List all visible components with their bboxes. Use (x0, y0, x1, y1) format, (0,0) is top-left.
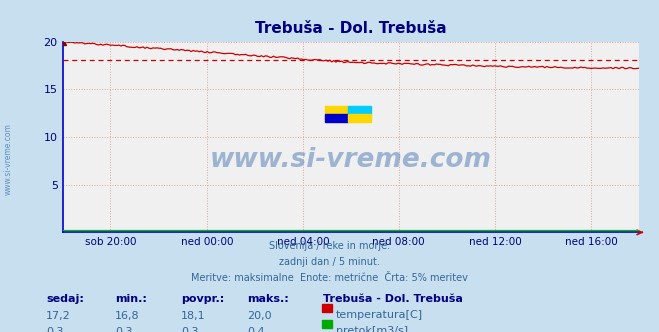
Text: 20,0: 20,0 (247, 311, 272, 321)
Text: povpr.:: povpr.: (181, 294, 225, 304)
Text: 16,8: 16,8 (115, 311, 140, 321)
Bar (325, 114, 348, 122)
Text: 0,3: 0,3 (181, 327, 199, 332)
Text: www.si-vreme.com: www.si-vreme.com (4, 124, 13, 195)
Text: Slovenija / reke in morje.: Slovenija / reke in morje. (269, 241, 390, 251)
Text: Trebuša - Dol. Trebuša: Trebuša - Dol. Trebuša (323, 294, 463, 304)
Bar (325, 106, 348, 114)
Title: Trebuša - Dol. Trebuša: Trebuša - Dol. Trebuša (255, 21, 447, 36)
Text: www.si-vreme.com: www.si-vreme.com (210, 147, 492, 173)
Text: maks.:: maks.: (247, 294, 289, 304)
Text: sedaj:: sedaj: (46, 294, 84, 304)
Text: 0,3: 0,3 (46, 327, 64, 332)
Bar (348, 106, 371, 114)
Text: temperatura[C]: temperatura[C] (336, 310, 423, 320)
Text: 0,3: 0,3 (115, 327, 133, 332)
Text: 18,1: 18,1 (181, 311, 206, 321)
Text: Meritve: maksimalne  Enote: metrične  Črta: 5% meritev: Meritve: maksimalne Enote: metrične Črta… (191, 273, 468, 283)
Text: 17,2: 17,2 (46, 311, 71, 321)
Text: zadnji dan / 5 minut.: zadnji dan / 5 minut. (279, 257, 380, 267)
Text: min.:: min.: (115, 294, 147, 304)
Bar (348, 114, 371, 122)
Text: 0,4: 0,4 (247, 327, 265, 332)
Text: pretok[m3/s]: pretok[m3/s] (336, 326, 408, 332)
